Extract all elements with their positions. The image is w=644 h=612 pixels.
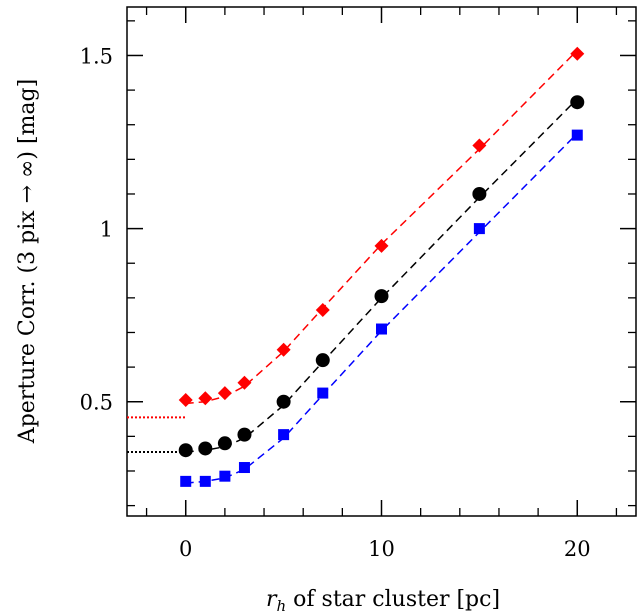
data-point-diamond [570,46,585,61]
data-point-diamond [374,238,389,253]
data-point-diamond [217,386,232,401]
data-point-circle [374,289,389,304]
x-axis-title: rh of star cluster [pc] [266,587,500,612]
data-point-circle [570,95,585,110]
data-point-diamond [276,342,291,357]
x-tick-label: 0 [179,537,192,561]
data-point-circle [178,443,193,458]
x-axis-title-rest: of star cluster [pc] [286,587,500,612]
x-tick-label: 20 [564,537,591,561]
data-point-square [473,223,485,235]
data-point-square [317,387,329,399]
data-point-circle [472,186,487,201]
minor-ticks [127,7,636,516]
data-point-square [199,475,211,487]
data-point-square [180,475,192,487]
data-point-diamond [198,391,213,406]
data-point-circle [315,353,330,368]
data-point-circle [276,394,291,409]
x-tick-labels: 0 10 20 [179,537,591,561]
plot-frame [126,6,637,517]
x-axis-title-var: r [266,587,278,612]
major-ticks [127,7,636,516]
data-point-square [376,323,387,335]
data-point-diamond [178,393,193,408]
data-point-diamond [472,138,487,153]
fit-line-diamond [185,49,578,405]
fit-line-circle [185,98,578,453]
y-tick-labels: 0.5 1 1.5 [80,44,113,414]
data-point-diamond [237,375,252,390]
y-tick-label: 0.5 [80,391,113,415]
data-point-square [278,429,290,441]
fit-lines [185,49,578,484]
data-point-square [219,470,231,482]
data-point-circle [198,441,213,456]
x-tick-label: 10 [368,537,395,561]
y-axis-title: Aperture Corr. (3 pix → ∞) [mag] [15,79,40,444]
y-tick-label: 1.5 [80,44,113,68]
data-markers [178,46,585,487]
data-point-circle [237,427,252,442]
data-point-square [238,462,250,474]
y-tick-label: 1 [100,218,113,242]
data-point-circle [217,436,232,451]
data-point-square [571,129,583,141]
data-point-diamond [315,302,330,317]
x-axis-title-subscript: h [276,597,286,612]
baseline-lines [127,416,186,453]
